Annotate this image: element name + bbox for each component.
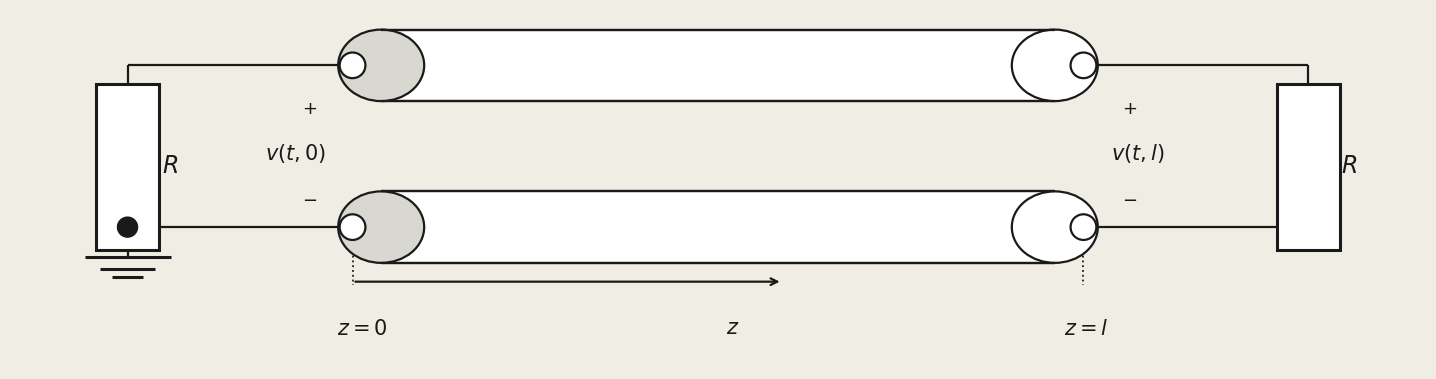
Bar [381, 30, 1055, 101]
Text: $+$: $+$ [302, 100, 317, 117]
Text: $R$: $R$ [1341, 155, 1357, 179]
Text: $z=0$: $z=0$ [337, 319, 388, 339]
Text: $z=l$: $z=l$ [1064, 319, 1109, 339]
Ellipse shape [340, 53, 365, 78]
Bar [1277, 84, 1340, 250]
Ellipse shape [1071, 53, 1096, 78]
Text: $R$: $R$ [162, 155, 178, 179]
Ellipse shape [1012, 191, 1097, 263]
Text: $z$: $z$ [725, 319, 740, 338]
Text: $+$: $+$ [1122, 100, 1137, 117]
Ellipse shape [1012, 30, 1097, 101]
Ellipse shape [339, 191, 424, 263]
Ellipse shape [340, 214, 365, 240]
Bar [96, 84, 159, 250]
Ellipse shape [118, 217, 138, 237]
Text: $-$: $-$ [302, 190, 317, 208]
Ellipse shape [1071, 214, 1096, 240]
Bar [381, 191, 1055, 263]
Text: $-$: $-$ [1122, 190, 1137, 208]
Text: $v(t,0)$: $v(t,0)$ [264, 142, 326, 165]
Ellipse shape [339, 30, 424, 101]
Text: $v(t,l)$: $v(t,l)$ [1111, 142, 1165, 165]
